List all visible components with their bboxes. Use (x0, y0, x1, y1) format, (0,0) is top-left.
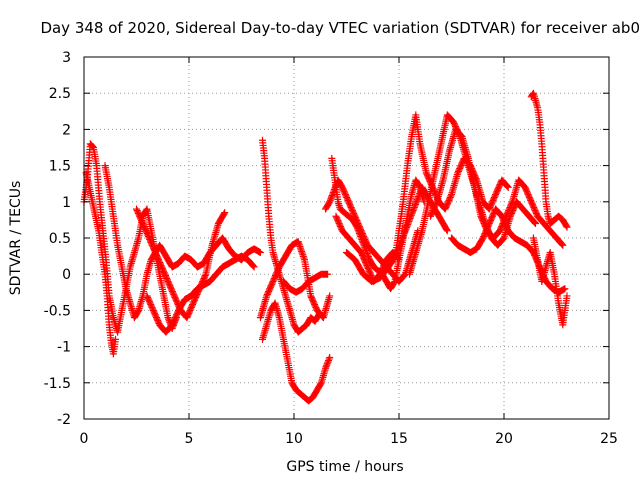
y-axis-ticks: -2 -1.5 -1 -0.5 0 0.5 1 1.5 2 2.5 3 (44, 50, 609, 428)
series-track-h (256, 238, 334, 322)
series-track-c (101, 162, 264, 322)
data-point (432, 199, 440, 207)
y-tick-label: -2 (57, 412, 71, 428)
data-point (504, 183, 512, 191)
y-tick-label: 0 (62, 267, 71, 283)
x-tick-label: 0 (80, 431, 89, 447)
series-track-b (82, 169, 119, 358)
data-point (531, 219, 539, 227)
data-points (80, 89, 571, 405)
y-tick-label: -0.5 (44, 303, 71, 319)
series-track-p (427, 125, 567, 249)
data-point (249, 262, 257, 270)
x-axis-label: GPS time / hours (286, 459, 403, 475)
data-point (390, 279, 398, 287)
data-point (324, 270, 332, 278)
chart-title: Day 348 of 2020, Sidereal Day-to-day VTE… (40, 19, 640, 37)
y-axis-label: SDTVAR / TECUs (8, 181, 24, 296)
x-axis-ticks: 0 5 10 15 20 25 (80, 57, 618, 447)
data-point (221, 209, 229, 217)
x-tick-label: 20 (495, 431, 513, 447)
data-point (563, 223, 571, 231)
data-point (317, 380, 325, 388)
x-tick-label: 25 (600, 431, 618, 447)
y-tick-label: 2 (62, 122, 71, 138)
series-track-d (133, 205, 229, 322)
x-tick-label: 15 (390, 431, 408, 447)
data-point (443, 227, 451, 235)
data-point (558, 240, 566, 248)
series-track-r (527, 89, 571, 231)
data-point (443, 226, 451, 234)
x-tick-label: 10 (285, 431, 303, 447)
x-tick-label: 5 (185, 431, 194, 447)
series-track-m (343, 183, 451, 285)
data-point (447, 192, 455, 200)
y-tick-label: 3 (62, 50, 71, 66)
data-point (562, 222, 570, 230)
data-point (326, 353, 334, 361)
data-point (559, 241, 567, 249)
data-point (326, 292, 334, 300)
data-point (508, 199, 516, 207)
series-track-f (259, 136, 323, 336)
series-track-g (259, 299, 334, 405)
y-tick-label: -1.5 (44, 376, 71, 392)
data-point (503, 182, 511, 190)
data-point (250, 263, 258, 271)
data-point (112, 335, 119, 343)
y-tick-label: 1.5 (49, 159, 71, 175)
y-tick-label: 1 (62, 195, 71, 211)
data-point (256, 248, 264, 256)
data-point (563, 292, 571, 300)
data-point (201, 272, 209, 280)
data-point (89, 143, 97, 151)
data-point (142, 206, 150, 214)
data-point (532, 220, 539, 228)
series-track-i (280, 270, 332, 296)
y-tick-label: 2.5 (49, 86, 71, 102)
data-point (561, 285, 569, 293)
series-track-s (529, 234, 571, 329)
y-tick-label: 0.5 (49, 231, 71, 247)
data-point (220, 210, 228, 218)
series-track-e (143, 252, 258, 336)
y-tick-label: -1 (57, 340, 71, 356)
data-point (134, 308, 142, 316)
